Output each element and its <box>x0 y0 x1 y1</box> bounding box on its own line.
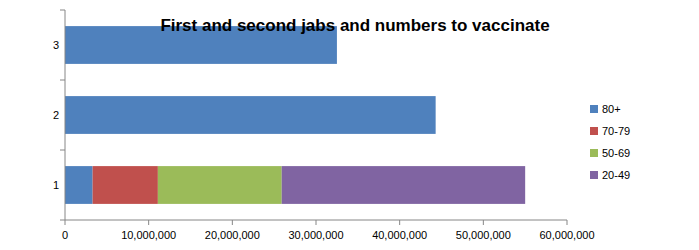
y-tick-line <box>60 80 65 81</box>
bar-segment <box>65 96 436 134</box>
chart-container: 1 2 3 0 10,000,000 20,000,000 30,000,000 40,000… <box>0 0 699 250</box>
x-tick-label: 20,000,000 <box>205 229 260 241</box>
bar-segment <box>435 96 436 134</box>
y-tick-line <box>60 150 65 151</box>
y-tick-line <box>60 10 65 11</box>
x-tick-line <box>316 220 317 225</box>
x-tick-label: 10,000,000 <box>121 229 176 241</box>
bar-segment <box>282 166 525 204</box>
legend-swatch <box>590 127 598 135</box>
bar-segment <box>93 166 158 204</box>
x-tick-label: 60,000,000 <box>539 229 594 241</box>
y-tick-line <box>60 220 65 221</box>
legend-swatch <box>590 171 598 179</box>
category-label: 1 <box>53 179 59 191</box>
x-tick-line <box>399 220 400 225</box>
legend-swatch <box>590 149 598 157</box>
y-axis <box>65 10 66 220</box>
bar-segment <box>158 166 282 204</box>
chart-title: First and second jabs and numbers to vac… <box>160 16 549 35</box>
legend-label: 70-79 <box>602 125 630 137</box>
category-label: 2 <box>53 109 59 121</box>
x-tick-label: 30,000,000 <box>288 229 343 241</box>
x-tick-label: 0 <box>62 229 68 241</box>
bars <box>65 26 525 204</box>
category-label: 3 <box>53 39 59 51</box>
legend-label: 50-69 <box>602 147 630 159</box>
bar-segment <box>435 96 436 134</box>
x-tick-line <box>483 220 484 225</box>
chart-svg: 1 2 3 0 10,000,000 20,000,000 30,000,000 40,000… <box>0 0 699 250</box>
bar-segment <box>65 166 93 204</box>
x-tick-label: 40,000,000 <box>372 229 427 241</box>
x-tick-line <box>148 220 149 225</box>
legend-swatch <box>590 105 598 113</box>
x-tick-line <box>65 220 66 225</box>
bar-segment <box>435 96 436 134</box>
legend: 80+ 70-79 50-69 20-49 <box>590 103 630 181</box>
legend-label: 80+ <box>602 103 621 115</box>
x-tick-line <box>232 220 233 225</box>
x-tick-line <box>567 220 568 225</box>
x-tick-label: 50,000,000 <box>456 229 511 241</box>
legend-label: 20-49 <box>602 169 630 181</box>
